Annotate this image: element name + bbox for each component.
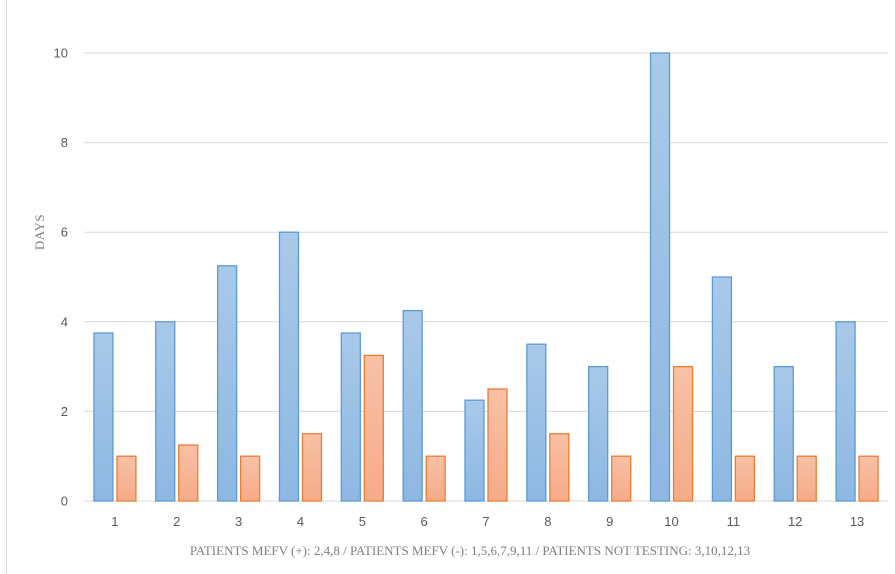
- bar-series-1: [93, 332, 114, 502]
- gridlines: [84, 52, 888, 502]
- bar-series-1: [588, 365, 609, 502]
- x-tick-label: 2: [173, 514, 180, 529]
- bar-series-1: [711, 276, 733, 502]
- bar-series-2: [363, 354, 384, 502]
- y-axis-ticks: 0 2 4 6 8 10: [54, 46, 68, 509]
- bar-series-2: [116, 455, 137, 502]
- bar-series-1: [216, 265, 238, 502]
- x-tick-label: 9: [606, 514, 613, 529]
- x-tick-label: 7: [482, 514, 489, 529]
- y-tick-label: 10: [54, 46, 68, 61]
- x-tick-label: 11: [727, 514, 741, 529]
- bar-series-2: [611, 455, 632, 502]
- x-tick-label: 13: [850, 514, 864, 529]
- x-axis-ticks: 1 2 3 4 5 6 7 8 9 10 11 12 13: [111, 514, 864, 529]
- y-tick-label: 2: [61, 404, 68, 419]
- y-axis-label: DAYS: [32, 214, 47, 250]
- bar-series-1: [278, 231, 300, 502]
- bar-series-2: [301, 433, 323, 502]
- y-tick-label: 8: [61, 135, 68, 150]
- y-tick-label: 0: [61, 494, 68, 509]
- x-tick-label: 8: [544, 514, 551, 529]
- bar-series-1: [464, 399, 485, 502]
- x-tick-label: 12: [788, 514, 802, 529]
- x-tick-label: 3: [235, 514, 242, 529]
- x-tick-label: 1: [111, 514, 118, 529]
- bar-series-1: [340, 332, 361, 502]
- bar-series-1: [773, 365, 794, 502]
- y-tick-label: 6: [61, 225, 68, 240]
- bar-series-1: [526, 343, 547, 502]
- bar-series-2: [858, 455, 879, 502]
- bar-series-1: [155, 321, 176, 502]
- bar-series-1: [402, 309, 423, 502]
- bar-series-2: [239, 455, 261, 502]
- x-axis-label: PATIENTS MEFV (+): 2,4,8 / PATIENTS MEFV…: [190, 543, 750, 558]
- x-tick-label: 4: [297, 514, 304, 529]
- bar-series-1: [835, 321, 856, 502]
- bar-series-2: [796, 455, 817, 502]
- x-tick-label: 6: [421, 514, 428, 529]
- bar-series-2: [672, 365, 694, 502]
- bars: [93, 52, 879, 502]
- x-tick-label: 5: [359, 514, 366, 529]
- bar-series-2: [178, 444, 199, 502]
- bar-series-1: [649, 52, 671, 502]
- x-tick-label: 10: [664, 514, 678, 529]
- bar-series-2: [487, 388, 508, 502]
- bar-series-2: [734, 455, 756, 502]
- y-tick-label: 4: [61, 314, 68, 329]
- chart-border: [6, 0, 7, 574]
- bar-series-2: [425, 455, 446, 502]
- bar-series-2: [549, 433, 570, 502]
